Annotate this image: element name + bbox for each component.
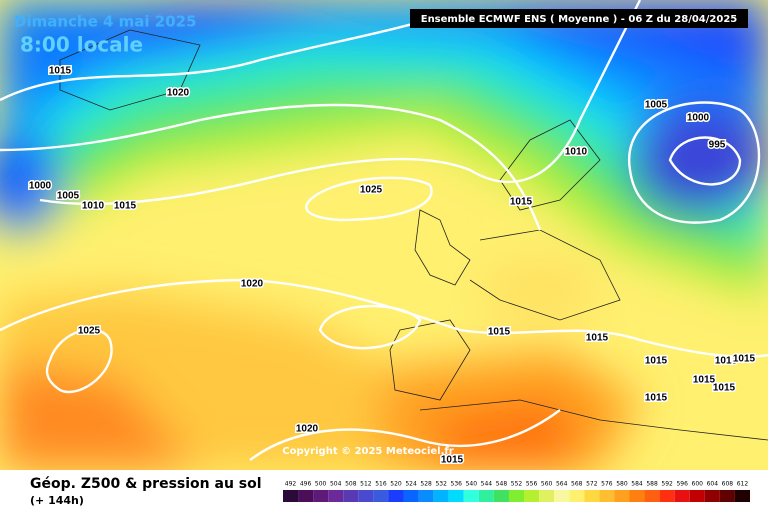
isobar-label: 1015 bbox=[733, 354, 756, 365]
legend-label: 588 bbox=[646, 481, 658, 488]
legend-label: 536 bbox=[451, 481, 463, 488]
legend-label: 564 bbox=[556, 481, 568, 488]
legend-swatch bbox=[478, 490, 494, 502]
isobar-label: 1015 bbox=[510, 197, 533, 208]
isobar-label: 995 bbox=[709, 140, 726, 151]
legend-label: 516 bbox=[375, 481, 387, 488]
legend-swatch bbox=[569, 490, 585, 502]
legend-label: 508 bbox=[345, 481, 357, 488]
isobar-label: 1015 bbox=[715, 356, 738, 367]
isobar-label: 1015 bbox=[713, 383, 736, 394]
legend-label: 504 bbox=[330, 481, 342, 488]
date-title: Dimanche 4 mai 2025 bbox=[14, 13, 197, 31]
isobar-label: 1015 bbox=[488, 327, 511, 338]
legend-swatch bbox=[418, 490, 434, 502]
legend-label: 576 bbox=[601, 481, 613, 488]
legend-label: 524 bbox=[405, 481, 417, 488]
isobar-label: 1025 bbox=[360, 185, 383, 196]
legend-swatch bbox=[388, 490, 404, 502]
footer-title: Géop. Z500 & pression au sol bbox=[30, 476, 262, 492]
legend-label: 492 bbox=[285, 481, 297, 488]
legend-label: 592 bbox=[661, 481, 673, 488]
legend-swatch bbox=[298, 490, 314, 502]
isobar-label: 1015 bbox=[645, 393, 668, 404]
map-field bbox=[0, 0, 768, 470]
legend-swatch bbox=[704, 490, 720, 502]
isobar-label: 1015 bbox=[114, 201, 137, 212]
legend-label: 496 bbox=[300, 481, 312, 488]
legend-swatch bbox=[659, 490, 675, 502]
legend-swatch bbox=[493, 490, 509, 502]
isobar-label: 1005 bbox=[57, 191, 80, 202]
legend-label: 568 bbox=[571, 481, 583, 488]
legend-swatch bbox=[614, 490, 630, 502]
legend: 492 496 500 504 508 512 516 520 524 528 532 536 540 5… bbox=[283, 481, 750, 502]
isobar-label: 1020 bbox=[241, 279, 264, 290]
copyright: Copyright © 2025 Meteociel.fr bbox=[282, 446, 453, 457]
legend-label: 532 bbox=[435, 481, 447, 488]
legend-label: 560 bbox=[541, 481, 553, 488]
legend-label: 512 bbox=[360, 481, 372, 488]
isobar-label: 1020 bbox=[296, 424, 319, 435]
isobar-label: 1015 bbox=[49, 66, 72, 77]
legend-label: 548 bbox=[496, 481, 508, 488]
legend-swatch bbox=[373, 490, 389, 502]
legend-swatch bbox=[629, 490, 645, 502]
isobar-label: 1015 bbox=[441, 455, 464, 466]
isobar-label: 1000 bbox=[29, 181, 52, 192]
legend-swatch bbox=[539, 490, 555, 502]
legend-swatch bbox=[463, 490, 479, 502]
isobar-label: 1010 bbox=[565, 147, 588, 158]
footer-lead: (+ 144h) bbox=[30, 494, 84, 507]
legend-swatch bbox=[448, 490, 464, 502]
isobar-label: 1000 bbox=[687, 113, 710, 124]
legend-label: 552 bbox=[511, 481, 523, 488]
legend-swatch bbox=[343, 490, 359, 502]
legend-swatch bbox=[719, 490, 735, 502]
legend-swatch bbox=[403, 490, 419, 502]
legend-swatch bbox=[508, 490, 525, 502]
legend-swatch bbox=[313, 490, 329, 502]
time-title: 8:00 locale bbox=[20, 33, 143, 57]
legend-label: 612 bbox=[737, 481, 749, 488]
isobar-label: 1010 bbox=[82, 201, 105, 212]
legend-label: 520 bbox=[390, 481, 402, 488]
legend-label: 600 bbox=[692, 481, 704, 488]
legend-label: 540 bbox=[466, 481, 478, 488]
isobar-label: 1020 bbox=[167, 88, 190, 99]
legend-label: 572 bbox=[586, 481, 598, 488]
legend-label: 596 bbox=[676, 481, 688, 488]
legend-label: 528 bbox=[420, 481, 432, 488]
isobar-label: 1015 bbox=[645, 356, 668, 367]
legend-swatch bbox=[524, 490, 540, 502]
legend-swatch bbox=[283, 490, 299, 502]
model-box bbox=[410, 9, 748, 28]
legend-swatch bbox=[674, 490, 690, 502]
legend-swatch bbox=[554, 490, 570, 502]
legend-swatch bbox=[734, 490, 750, 502]
legend-swatch bbox=[584, 490, 600, 502]
isobar-label: 1005 bbox=[645, 100, 668, 111]
isobar-label: 1025 bbox=[78, 326, 101, 337]
legend-label: 544 bbox=[481, 481, 493, 488]
model-label: Ensemble ECMWF ENS ( Moyenne ) - 06 Z du… bbox=[421, 14, 738, 25]
legend-swatch bbox=[358, 490, 374, 502]
legend-swatch bbox=[689, 490, 705, 502]
legend-swatch bbox=[433, 490, 449, 502]
legend-label: 580 bbox=[616, 481, 628, 488]
isobar-label: 1015 bbox=[693, 375, 716, 386]
legend-swatch bbox=[328, 490, 344, 502]
legend-swatch bbox=[599, 490, 615, 502]
isobar-label: 1015 bbox=[586, 333, 609, 344]
legend-label: 608 bbox=[722, 481, 734, 488]
legend-label: 556 bbox=[526, 481, 538, 488]
legend-label: 604 bbox=[707, 481, 719, 488]
legend-swatch bbox=[644, 490, 660, 502]
legend-label: 584 bbox=[631, 481, 643, 488]
legend-label: 500 bbox=[315, 481, 327, 488]
